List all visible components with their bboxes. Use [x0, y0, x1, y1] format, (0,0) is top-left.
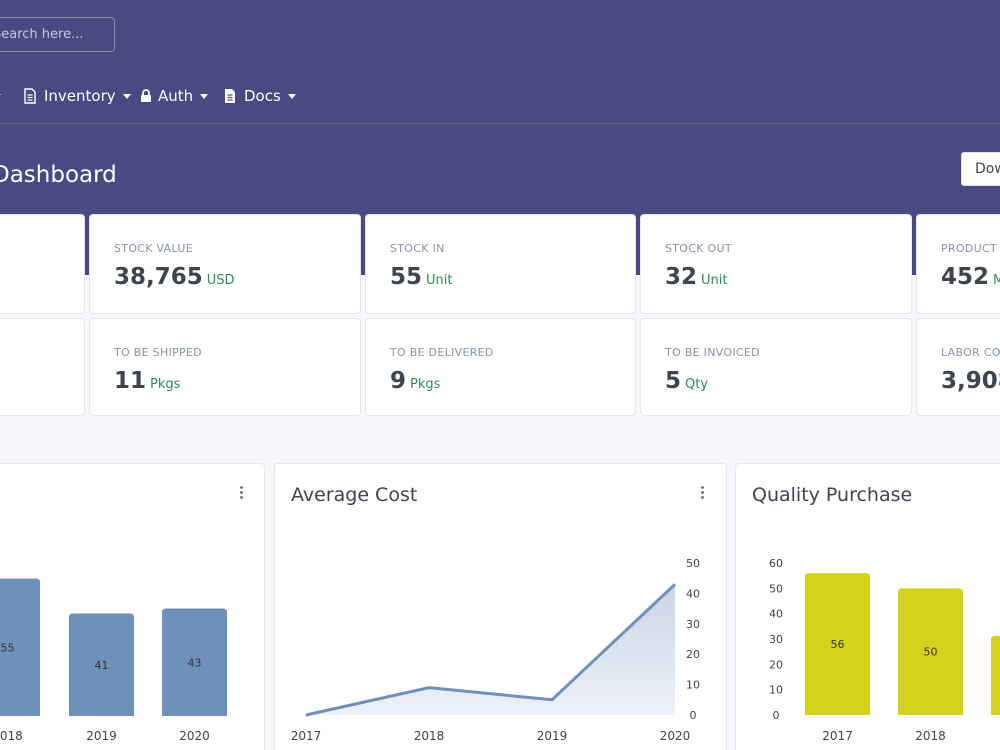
- stat-value: 11: [114, 368, 147, 394]
- stat-card-stock-value: STOCK VALUE 38,765 USD: [89, 214, 361, 314]
- area-chart: 0 10 20 30 40 50 2017 2018 2019 2020: [291, 557, 700, 743]
- data-label: 55: [1, 641, 15, 654]
- chart-card: 55 2018 41 2019 43 2020: [0, 463, 265, 750]
- stat-label: TO BE DELIVERED: [390, 346, 494, 359]
- search-input[interactable]: [0, 17, 115, 52]
- y-tick-label: 40: [686, 587, 700, 600]
- chevron-down-icon: [200, 93, 209, 99]
- nav-item-label: Auth: [158, 87, 194, 105]
- stat-unit: Pkgs: [410, 377, 441, 392]
- data-label: 56: [831, 638, 845, 651]
- more-options-icon[interactable]: [236, 486, 246, 502]
- stat-value: 38,765: [114, 264, 203, 290]
- y-tick-label: 20: [686, 648, 700, 661]
- lock-icon: [140, 88, 152, 104]
- area-fill: [306, 584, 675, 715]
- document-icon: [22, 88, 38, 104]
- data-label: 50: [924, 646, 938, 659]
- chevron-down-icon: [287, 93, 296, 99]
- x-tick-label: 2019: [86, 729, 117, 743]
- x-tick-label: 2018: [414, 729, 445, 743]
- stat-label: TO BE INVOICED: [665, 346, 760, 359]
- series-line: [305, 583, 677, 717]
- x-tick-label: 2018: [915, 729, 946, 743]
- x-tick-label: 2020: [660, 729, 691, 743]
- stat-value: 5: [665, 368, 682, 394]
- y-tick-label: 0: [690, 709, 697, 722]
- data-label: 41: [95, 659, 109, 672]
- stat-value: 55: [390, 264, 423, 290]
- stat-unit: Unit: [426, 273, 453, 288]
- download-button[interactable]: Download: [961, 152, 1000, 186]
- bar-chart: 55 2018 41 2019 43 2020: [0, 578, 227, 743]
- bar: [805, 573, 870, 715]
- stat-unit: Unit: [701, 273, 728, 288]
- bar: [69, 613, 134, 716]
- stat-card-to-be-invoiced: TO BE INVOICED 5 Qty: [640, 318, 912, 416]
- stat-unit: M: [993, 273, 1000, 288]
- y-tick-label: 40: [769, 608, 783, 621]
- stat-value: 32: [665, 264, 698, 290]
- nav-item-auth[interactable]: Auth: [140, 86, 209, 106]
- y-tick-label: 10: [769, 684, 783, 697]
- stat-card-product: PRODUCT 452 M: [916, 214, 1000, 314]
- stat-label: PRODUCT: [941, 242, 997, 255]
- stat-value: 452: [941, 264, 990, 290]
- stat-label: STOCK OUT: [665, 242, 732, 255]
- bar: [0, 578, 40, 716]
- stat-unit: Pkgs: [150, 377, 181, 392]
- x-tick-label: 2020: [179, 729, 210, 743]
- nav-item-label: Inventory: [44, 87, 116, 105]
- stat-label: TO BE SHIPPED: [114, 346, 202, 359]
- y-tick-label: 60: [769, 557, 783, 570]
- y-tick-label: 20: [769, 658, 783, 671]
- chart-title: Quality Purchase: [752, 484, 913, 506]
- x-tick-label: 2019: [537, 729, 568, 743]
- more-options-icon[interactable]: [697, 486, 707, 502]
- stat-card-labor-cost: LABOR CO 3,908: [916, 318, 1000, 416]
- chart-title: Average Cost: [291, 484, 418, 506]
- stat-card-to-be-shipped: TO BE SHIPPED 11 Pkgs: [89, 318, 361, 416]
- data-label: 43: [188, 656, 202, 669]
- y-tick-label: 30: [686, 618, 700, 631]
- stat-label: STOCK IN: [390, 242, 445, 255]
- y-tick-label: 30: [769, 633, 783, 646]
- x-tick-label: 2017: [291, 729, 322, 743]
- y-tick-label: 10: [686, 679, 700, 692]
- stat-label: LABOR CO: [941, 346, 1000, 359]
- stat-card-to-be-delivered: TO BE DELIVERED 9 Pkgs: [365, 318, 636, 416]
- stat-unit: Qty: [685, 377, 709, 392]
- nav-item-inventory[interactable]: Inventory: [22, 86, 131, 106]
- chevron-down-icon: [122, 93, 131, 99]
- stat-value: 9: [390, 368, 407, 394]
- bar: [991, 636, 1000, 715]
- stat-card-stock-in: STOCK IN 55 Unit: [365, 214, 636, 314]
- stat-unit: USD: [206, 273, 235, 288]
- stat-card-stock-out: STOCK OUT 32 Unit: [640, 214, 912, 314]
- y-tick-label: 0: [773, 709, 780, 722]
- nav-item-docs[interactable]: Docs: [222, 86, 296, 106]
- bar-chart: 0 10 20 30 40 50 60 56 2017 50 2018: [769, 557, 1000, 743]
- nav-item-label: Docs: [244, 87, 281, 105]
- chart-card-average-cost: Average Cost 0 10 20 30 40 50 2017 2018 2019 2020: [274, 463, 727, 750]
- stat-card: [0, 214, 85, 314]
- document-icon: [222, 88, 238, 104]
- y-tick-label: 50: [769, 582, 783, 595]
- chevron-down-icon: [0, 93, 1, 99]
- stat-value: 3,908: [941, 368, 1000, 394]
- x-tick-label: 2018: [0, 729, 23, 743]
- stat-card: [0, 318, 85, 416]
- nav-item-truncated[interactable]: [0, 86, 1, 106]
- bar: [898, 588, 963, 715]
- stat-label: STOCK VALUE: [114, 242, 193, 255]
- y-tick-label: 50: [686, 557, 700, 570]
- x-tick-label: 2017: [822, 729, 853, 743]
- page-title: Dashboard: [0, 162, 117, 188]
- nav-divider: [0, 123, 1000, 124]
- chart-card-quality-purchase: Quality Purchase 0 10 20 30 40 50 60 56 2017 50 20…: [735, 463, 1000, 750]
- bar: [162, 608, 227, 716]
